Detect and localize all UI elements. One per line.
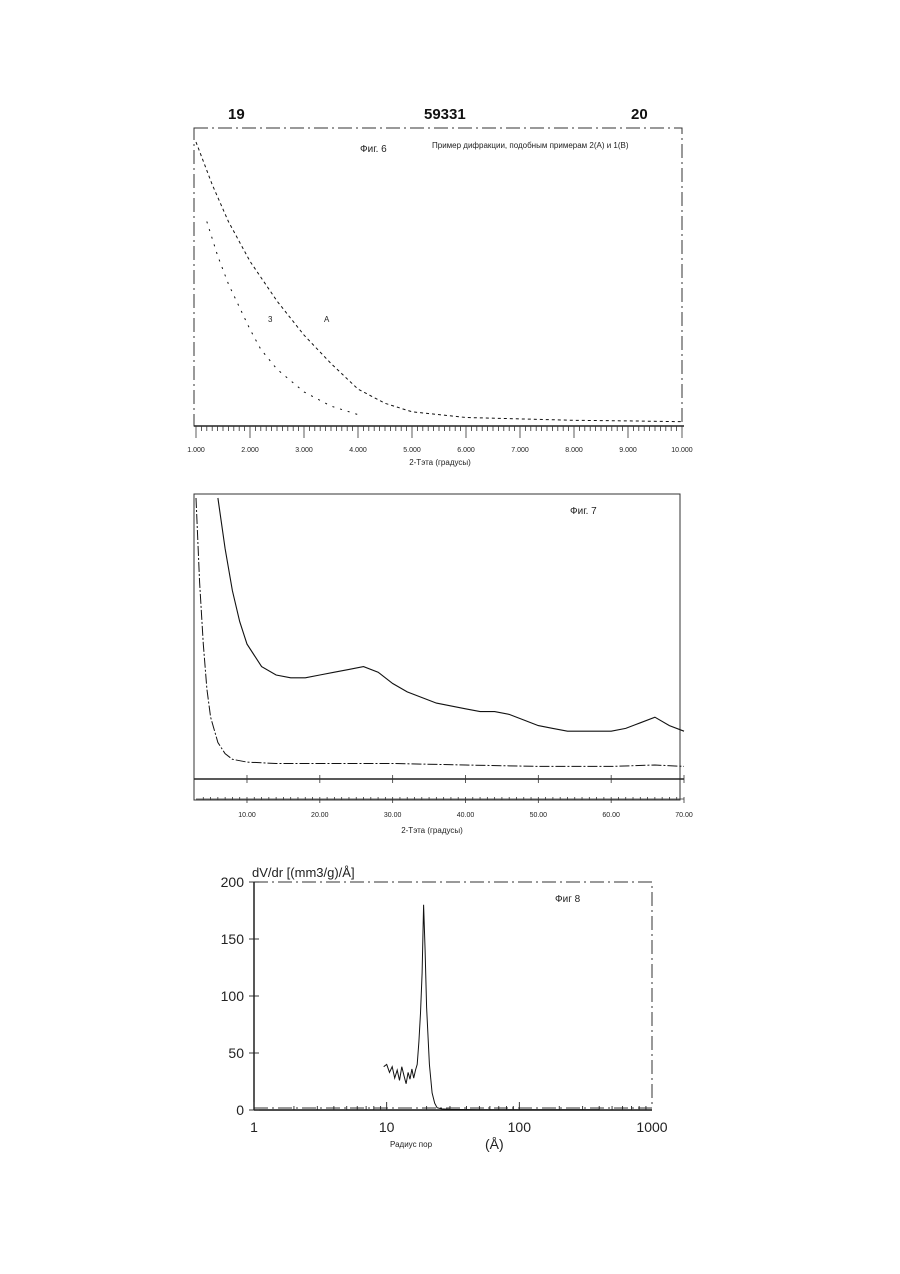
fig6-x-tick-label: 7.000 <box>511 447 529 454</box>
fig8-x-tick-label: 1 <box>250 1119 258 1135</box>
fig6-x-tick-label: 8.000 <box>565 447 583 454</box>
fig7-x-tick-label: 20.00 <box>311 812 329 819</box>
fig7-x-label: 2-Тэта (градусы) <box>401 826 463 835</box>
fig7-x-tick-label: 70.00 <box>675 812 693 819</box>
fig8-y-tick-label: 0 <box>236 1102 244 1118</box>
fig8-x-tick-label: 100 <box>508 1119 532 1135</box>
figure-8: dV/dr [(mm3/g)/Å] Фиг 8 Радиус пор (Å) 1… <box>221 865 668 1152</box>
fig7-x-tick-label: 30.00 <box>384 812 402 819</box>
fig8-x-unit: (Å) <box>485 1136 504 1152</box>
fig6-series-b <box>207 222 358 415</box>
fig7-x-tick-label: 40.00 <box>457 812 475 819</box>
fig7-x-tick-label: 60.00 <box>602 812 620 819</box>
fig6-x-tick-label: 3.000 <box>295 447 313 454</box>
fig7-x-tick-label: 50.00 <box>530 812 548 819</box>
fig7-frame <box>194 494 680 800</box>
fig7-series-lower <box>196 498 684 766</box>
fig7-x-tick-label: 10.00 <box>238 812 256 819</box>
fig6-curve-label-a: A <box>324 315 330 324</box>
fig6-x-tick-label: 6.000 <box>457 447 475 454</box>
fig8-frame <box>254 882 652 1108</box>
fig8-series-dvdr <box>384 905 600 1110</box>
fig8-x-label: Радиус пор <box>390 1140 433 1149</box>
figure-6: Фиг. 6 Пример дифракции, подобным пример… <box>187 128 693 467</box>
fig6-x-tick-label: 10.000 <box>671 447 693 454</box>
fig8-y-tick-label: 50 <box>228 1045 244 1061</box>
fig6-series-a <box>196 142 682 422</box>
figure-7: Фиг. 7 2-Тэта (градусы) 10.00 20.00 30.00 4… <box>194 494 693 835</box>
fig6-x-tick-label: 1.000 <box>187 447 205 454</box>
fig6-x-tick-label: 5.000 <box>403 447 421 454</box>
fig6-title: Фиг. 6 <box>360 144 387 155</box>
fig8-y-tick-label: 150 <box>221 931 245 947</box>
fig7-series-upper <box>218 498 684 731</box>
fig6-legend-note: Пример дифракции, подобным примерам 2(А)… <box>432 141 629 150</box>
fig8-title: Фиг 8 <box>555 894 581 905</box>
fig6-x-tick-label: 2.000 <box>241 447 259 454</box>
fig6-curve-label-3: 3 <box>268 315 273 324</box>
fig6-x-label: 2-Тэта (градусы) <box>409 458 471 467</box>
fig8-y-label: dV/dr [(mm3/g)/Å] <box>252 865 355 880</box>
fig6-frame <box>194 128 682 426</box>
fig8-x-tick-label: 1000 <box>636 1119 667 1135</box>
fig7-title: Фиг. 7 <box>570 506 597 517</box>
fig6-x-tick-label: 9.000 <box>619 447 637 454</box>
fig8-y-tick-label: 100 <box>221 988 245 1004</box>
fig8-x-tick-label: 10 <box>379 1119 395 1135</box>
fig8-y-tick-label: 200 <box>221 874 245 890</box>
fig6-x-tick-label: 4.000 <box>349 447 367 454</box>
